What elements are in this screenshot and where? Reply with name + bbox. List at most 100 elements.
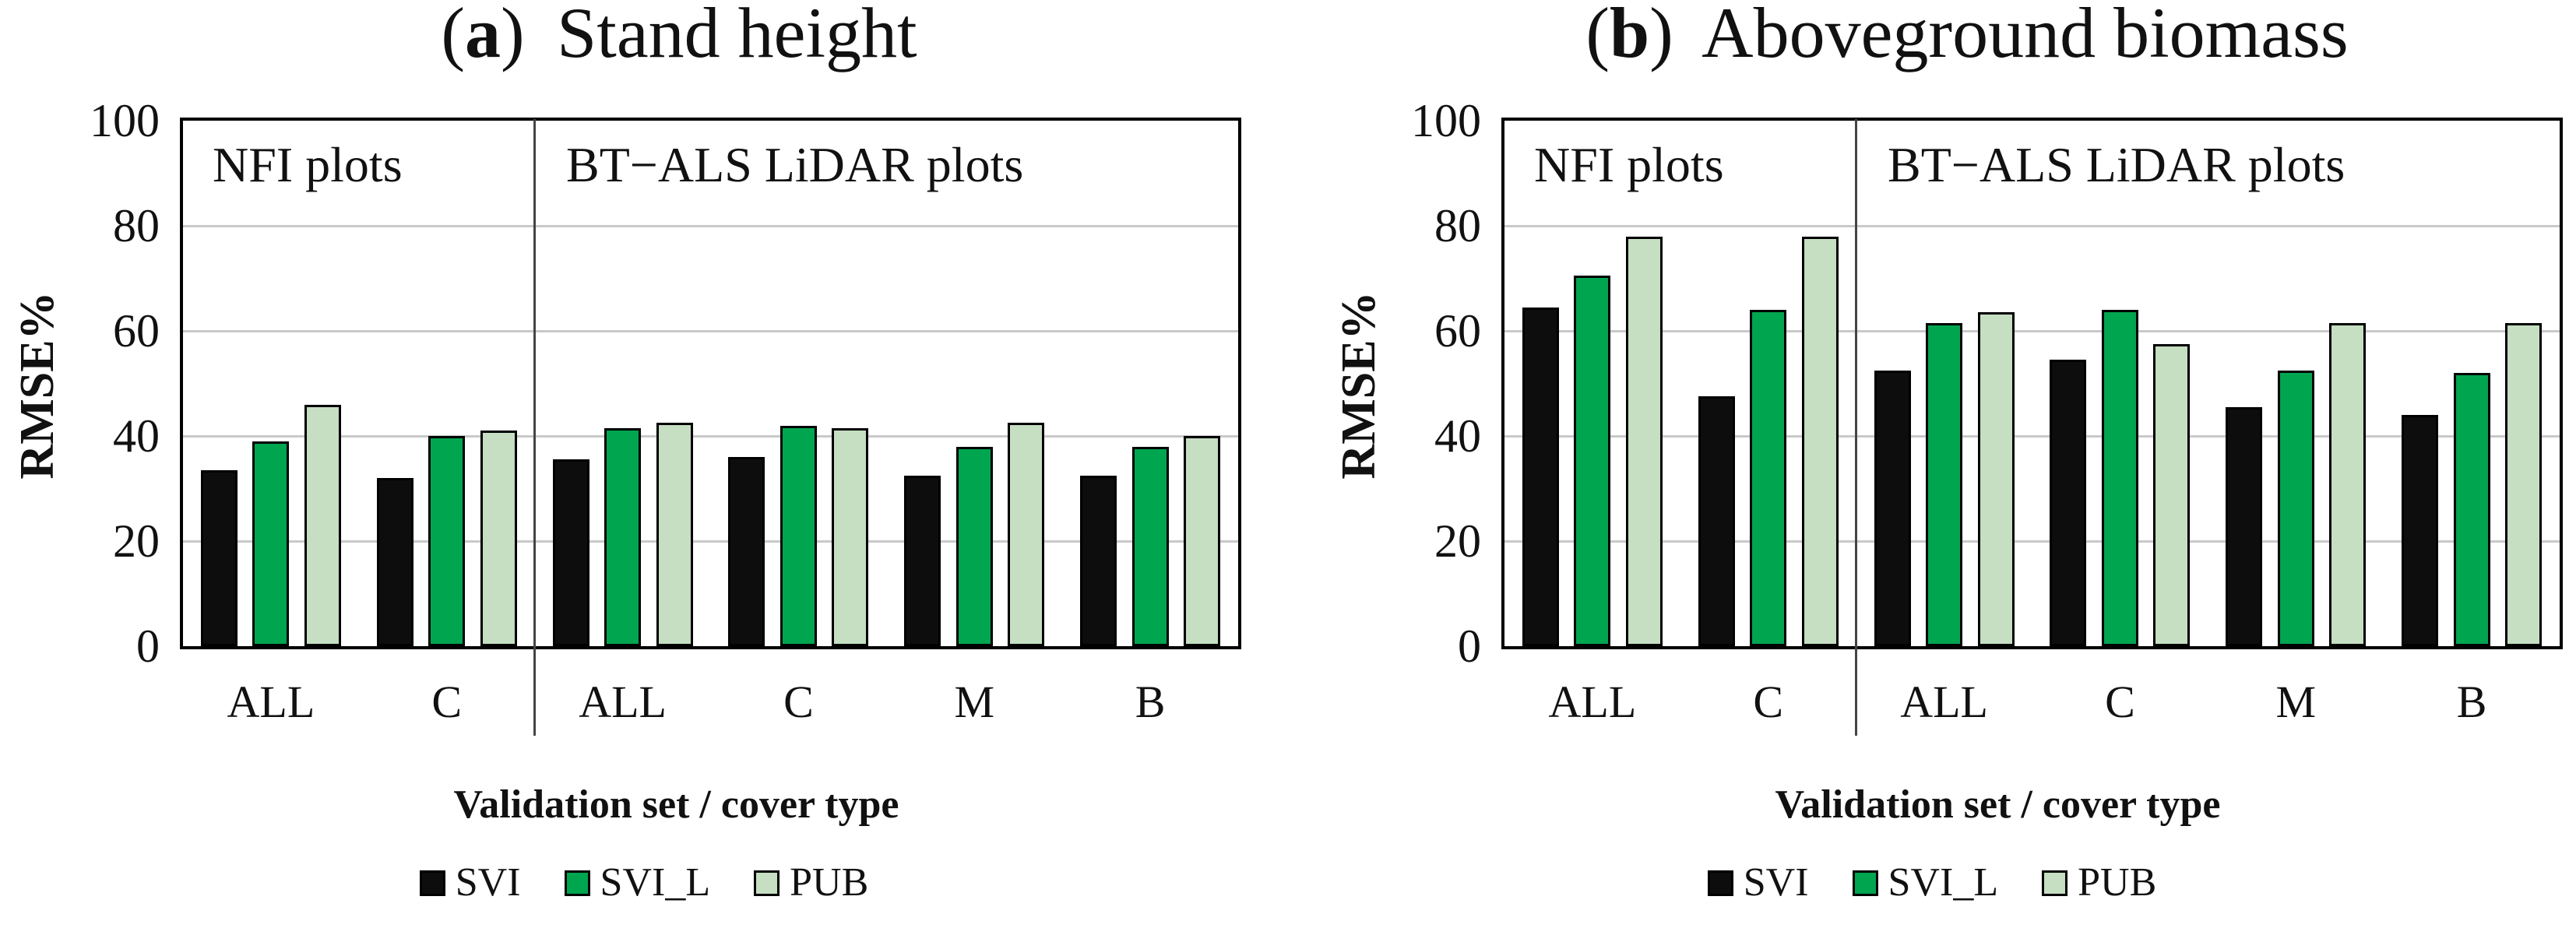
bar-svi_l-all-0 [1574,276,1611,646]
section-label-nfi-plots: NFI plots [1534,137,1724,192]
bar-svi_l-all-2 [1926,322,1963,646]
bar-pub-c-1 [1801,236,1839,646]
gridline-40 [1504,435,2560,438]
x-category-label-c-1: C [431,677,463,727]
x-category-label-all-0: ALL [1548,677,1637,727]
bar-pub-b-5 [2505,322,2543,646]
bar-svi_l-c-1 [1750,310,1787,646]
panel-a: (a) Stand height RMSE% NFI plots BT−ALS … [0,0,1288,905]
bar-pub-all-2 [1977,312,2015,646]
panel-b-title-text: Aboveground biomass [1701,0,2349,72]
section-label-nfi-plots: NFI plots [213,137,403,192]
bar-svi_l-c-3 [779,425,817,646]
gridline-20 [183,540,1238,543]
legend: SVI SVI_L PUB [1288,861,2576,905]
bar-svi-b-5 [1080,475,1117,646]
legend-swatch-svi [1707,870,1733,896]
x-category-label-b-5: B [2456,677,2487,727]
y-tick-label-60: 60 [113,305,160,357]
section-label-bt-als-lidar-plots: BT−ALS LiDAR plots [1888,137,2345,192]
bar-pub-b-5 [1184,436,1221,646]
panel-b-title: (b) Aboveground biomass [1323,0,2576,72]
legend-label-svi-l: SVI_L [1888,860,1999,905]
legend-item-svi-l: SVI_L [1852,860,1999,905]
x-category-label-all-2: ALL [1900,677,1988,727]
bar-svi-c-3 [728,457,765,646]
gridline-60 [1504,330,2560,332]
bar-pub-c-1 [480,431,517,646]
bar-svi-m-4 [2226,406,2263,646]
bar-svi-c-1 [376,478,413,646]
bar-svi-all-0 [1522,307,1559,646]
x-axis-title: Validation set / cover type [453,782,899,827]
gridline-40 [183,435,1238,438]
legend-label-pub: PUB [790,860,869,905]
bar-svi_l-b-5 [2453,373,2490,646]
x-category-label-c-3: C [2105,677,2135,727]
bar-pub-all-0 [1625,236,1663,646]
bar-pub-all-2 [656,423,693,646]
bar-svi_l-b-5 [1131,446,1169,646]
panel-a-title: (a) Stand height [35,0,1323,72]
legend: SVI SVI_L PUB [0,861,1288,905]
legend-swatch-svi-l [564,870,590,896]
gridline-80 [183,225,1238,227]
y-tick-label-40: 40 [1434,410,1481,462]
bar-svi-b-5 [2402,415,2439,646]
x-category-label-all-2: ALL [579,677,667,727]
y-tick-label-60: 60 [1434,305,1481,357]
bar-svi_l-all-2 [604,427,642,646]
legend-label-svi: SVI [1743,860,1809,905]
section-separator-line [533,119,536,736]
legend-item-svi: SVI [419,860,521,905]
y-tick-label-100: 100 [1411,95,1481,146]
bar-svi_l-c-1 [428,436,466,646]
bar-svi_l-m-4 [2277,370,2314,646]
y-tick-label-20: 20 [113,515,160,567]
bar-pub-all-0 [304,404,341,646]
bar-svi-all-2 [1874,370,1911,646]
bar-pub-m-4 [1008,423,1045,646]
x-category-label-m-4: M [954,677,995,727]
legend-item-svi-l: SVI_L [564,860,711,905]
legend-swatch-pub [754,870,780,896]
legend-label-svi-l: SVI_L [600,860,711,905]
legend-item-svi: SVI [1707,860,1809,905]
legend-label-svi: SVI [455,860,521,905]
bar-svi_l-all-0 [252,441,290,646]
legend-swatch-svi-l [1852,870,1878,896]
y-tick-label-80: 80 [113,200,160,251]
x-category-label-c-1: C [1753,677,1784,727]
y-tick-label-100: 100 [90,95,160,146]
bar-svi_l-m-4 [955,446,993,646]
y-tick-label-0: 0 [1458,620,1481,672]
y-tick-label-40: 40 [113,410,160,462]
plot-area: NFI plots BT−ALS LiDAR plots [180,118,1241,736]
y-tick-label-0: 0 [136,620,160,672]
panel-b-label: b [1610,0,1650,72]
legend-item-pub: PUB [2042,861,2156,905]
bar-svi-c-3 [2050,360,2087,646]
section-label-bt-als-lidar-plots: BT−ALS LiDAR plots [566,137,1024,192]
panel-b: (b) Aboveground biomass RMSE% NFI plots … [1288,0,2576,928]
x-category-label-c-3: C [783,677,814,727]
bar-svi-all-2 [552,459,589,646]
bar-svi-m-4 [904,475,941,646]
y-tick-label-20: 20 [1434,515,1481,567]
gridline-20 [1504,540,2560,543]
bar-svi-c-1 [1698,396,1735,646]
panel-a-label: a [465,0,501,72]
y-tick-label-80: 80 [1434,200,1481,251]
legend-swatch-pub [2042,870,2068,896]
bar-svi-all-0 [200,469,238,646]
x-axis-title: Validation set / cover type [1775,782,2221,827]
x-category-label-all-0: ALL [227,677,315,727]
bar-svi_l-c-3 [2101,310,2138,646]
section-separator-line [1855,119,1857,736]
legend-item-pub: PUB [754,861,868,905]
panel-a-title-text: Stand height [557,0,917,72]
bar-pub-m-4 [2329,322,2367,646]
gridline-60 [183,330,1238,332]
plot-area: NFI plots BT−ALS LiDAR plots [1501,118,2563,736]
bar-pub-c-3 [2153,343,2191,646]
